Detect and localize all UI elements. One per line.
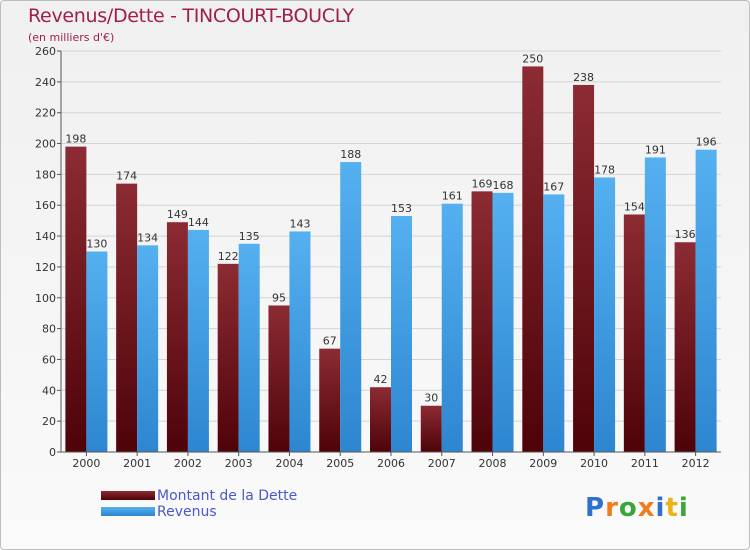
y-axis-ticks: 0 20 40 60 80 100 120 140 160 180 200 220 240 260 — [35, 45, 62, 459]
bar-revenue-label: 188 — [340, 148, 361, 161]
bar-debt — [217, 263, 239, 452]
y-tick-label: 60 — [42, 353, 56, 366]
bar-revenue — [695, 149, 717, 452]
x-tick-label: 2012 — [682, 457, 710, 470]
y-tick-label: 260 — [35, 45, 56, 58]
bar-debt — [623, 214, 645, 452]
logo-letter: P — [585, 493, 606, 523]
y-tick-label: 100 — [35, 292, 56, 305]
y-tick-label: 240 — [35, 76, 56, 89]
bar-debt-label: 136 — [675, 228, 696, 241]
bar-debt-label: 174 — [116, 170, 137, 183]
y-tick-label: 140 — [35, 230, 56, 243]
bar-debt — [370, 387, 391, 452]
x-tick-label: 2002 — [174, 457, 202, 470]
x-tick-label: 2007 — [428, 457, 456, 470]
legend-swatch-debt — [101, 491, 155, 500]
bar-revenue — [340, 162, 362, 453]
legend-label-revenue: Revenus — [157, 504, 217, 520]
logo-letter: i — [655, 493, 666, 523]
bar-debt — [674, 242, 696, 452]
bar-debt-label: 30 — [424, 392, 438, 405]
x-tick-label: 2006 — [377, 457, 405, 470]
bar-debt-label: 67 — [323, 335, 337, 348]
bar-debt-label: 95 — [272, 291, 286, 304]
bar-revenue-label: 143 — [289, 217, 310, 230]
x-tick-label: 2010 — [580, 457, 608, 470]
bar-revenue — [187, 229, 209, 452]
bar-debt-label: 169 — [472, 177, 493, 190]
bar-revenue-label: 191 — [645, 143, 666, 156]
bar-debt — [319, 348, 341, 452]
bar-revenue-label: 168 — [493, 179, 514, 192]
bar-debt — [471, 191, 493, 452]
bar-revenue — [441, 203, 463, 452]
bar-revenue-label: 144 — [188, 216, 209, 229]
bar-revenue-label: 167 — [543, 180, 564, 193]
y-tick-label: 20 — [42, 415, 56, 428]
proxiti-logo: Proxiti — [585, 493, 689, 523]
bar-debt-label: 42 — [374, 373, 388, 386]
bar-debt — [65, 146, 87, 452]
y-tick-label: 200 — [35, 138, 56, 151]
bar-revenue — [391, 216, 412, 452]
x-tick-label: 2003 — [225, 457, 253, 470]
bar-revenue — [238, 243, 260, 452]
legend-label-debt: Montant de la Dette — [157, 488, 298, 504]
bar-revenue — [492, 192, 514, 452]
x-tick-label: 2008 — [479, 457, 507, 470]
legend-swatch-revenue — [101, 507, 155, 516]
bar-revenue — [644, 157, 666, 452]
bar-revenue-label: 161 — [442, 190, 463, 203]
bar-revenue-label: 153 — [391, 202, 412, 215]
y-tick-label: 40 — [42, 384, 56, 397]
bar-debt — [268, 305, 290, 452]
logo-letter: o — [618, 493, 638, 523]
chart-title: Revenus/Dette - TINCOURT-BOUCLY — [28, 5, 354, 27]
x-tick-label: 2011 — [631, 457, 659, 470]
x-tick-label: 2004 — [275, 457, 303, 470]
bar-revenue-label: 134 — [137, 231, 158, 244]
bar-revenue-label: 130 — [86, 238, 107, 251]
x-tick-label: 2005 — [326, 457, 354, 470]
logo-letter: t — [665, 493, 679, 523]
logo-letter: x — [637, 493, 656, 523]
y-tick-label: 180 — [35, 168, 56, 181]
bar-debt-label: 149 — [167, 208, 188, 221]
bar-debt — [573, 84, 595, 452]
y-tick-label: 120 — [35, 261, 56, 274]
bar-revenue-label: 178 — [594, 163, 615, 176]
bar-revenue — [543, 194, 565, 452]
y-tick-label: 160 — [35, 199, 56, 212]
logo-letter: r — [605, 493, 619, 523]
chart-subtitle: (en milliers d'€) — [28, 31, 115, 44]
y-tick-label: 0 — [49, 446, 56, 459]
bar-revenue-label: 135 — [239, 230, 260, 243]
y-tick-label: 80 — [42, 323, 56, 336]
x-tick-label: 2000 — [72, 457, 100, 470]
bar-debt-label: 238 — [573, 71, 594, 84]
x-tick-label: 2001 — [123, 457, 151, 470]
bar-revenue — [289, 231, 311, 452]
bar-debt — [116, 183, 138, 452]
bar-debt-label: 198 — [65, 133, 86, 146]
bar-revenue-label: 196 — [696, 136, 717, 149]
bar-debt — [420, 405, 442, 452]
bar-revenue — [86, 251, 108, 452]
bar-debt — [522, 66, 544, 452]
x-tick-label: 2009 — [529, 457, 557, 470]
bars — [65, 66, 717, 453]
bar-debt-label: 154 — [624, 200, 645, 213]
bar-revenue — [137, 245, 159, 452]
y-tick-label: 220 — [35, 107, 56, 120]
bar-debt-label: 122 — [218, 250, 239, 263]
bar-revenue — [594, 177, 616, 452]
logo-letter: i — [678, 493, 689, 523]
bar-debt — [166, 222, 188, 452]
x-axis-ticks: 2000 2001 2002 2003 2004 2005 2006 2007 2008 2009… — [72, 452, 710, 470]
bar-debt-label: 250 — [522, 52, 543, 65]
